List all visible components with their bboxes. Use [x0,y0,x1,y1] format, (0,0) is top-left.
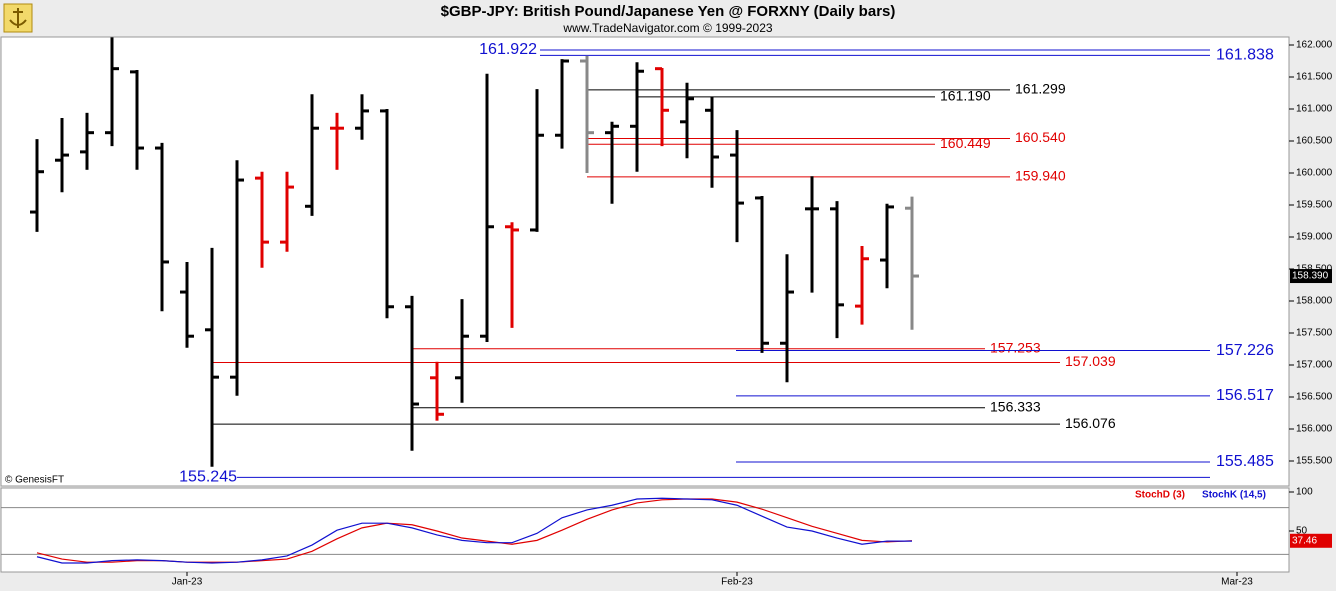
level-label: 161.299 [1015,81,1066,97]
y-tick-label: 159.500 [1296,200,1333,211]
y-tick-label: 50 [1296,526,1308,537]
y-tick-label: 161.500 [1296,72,1333,83]
chart-title: $GBP-JPY: British Pound/Japanese Yen @ F… [441,3,896,20]
level-label: 156.517 [1216,387,1274,404]
stoch-panel [0,487,1290,573]
last-value-label: 158.390 [1292,271,1329,282]
y-tick-label: 158.000 [1296,296,1333,307]
y-tick-label: 160.500 [1296,136,1333,147]
level-label: 157.253 [990,340,1041,356]
last-value-box [1290,533,1332,548]
legend-label: StochK (14,5) [1202,490,1266,501]
level-label: 161.190 [940,88,991,104]
price-panel [0,36,1290,487]
level-label: 155.485 [1216,453,1274,470]
x-tick-label: Mar-23 [1221,577,1253,588]
last-value-box [1290,269,1332,284]
last-value-label: 37.46 [1292,535,1317,546]
y-tick-label: 157.500 [1296,328,1333,339]
y-tick-label: 162.000 [1296,40,1333,51]
level-label: 160.540 [1015,129,1066,145]
level-label: 155.245 [179,469,237,486]
level-label: 161.922 [479,41,537,58]
x-tick-label: Feb-23 [721,577,753,588]
level-label: 156.076 [1065,415,1116,431]
level-label: 157.226 [1216,342,1274,359]
y-tick-label: 156.500 [1296,392,1333,403]
level-label: 161.838 [1216,47,1274,64]
level-label: 156.333 [990,398,1041,414]
y-tick-label: 160.000 [1296,168,1333,179]
credit: © GenesisFT [5,475,64,486]
legend-label: StochD (3) [1135,490,1185,501]
x-tick-label: Jan-23 [172,577,203,588]
y-tick-label: 100 [1296,487,1313,498]
y-tick-label: 156.000 [1296,424,1333,435]
y-tick-label: 161.000 [1296,104,1333,115]
stoch-line [36,497,912,564]
level-label: 160.449 [940,135,991,151]
level-label: 159.940 [1015,168,1066,184]
y-tick-label: 155.500 [1296,456,1333,467]
y-tick-label: 157.000 [1296,360,1333,371]
chart-subtitle: www.TradeNavigator.com © 1999-2023 [562,21,772,35]
y-tick-label: 159.000 [1296,232,1333,243]
level-label: 157.039 [1065,353,1116,369]
logo [3,3,33,33]
